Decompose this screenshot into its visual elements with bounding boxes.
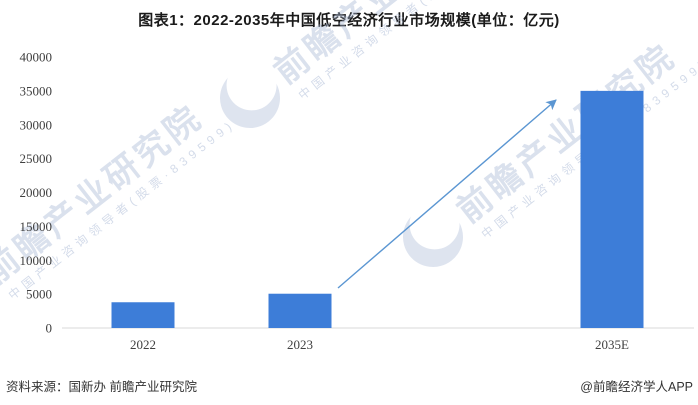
chart-title: 图表1：2022-2035年中国低空经济行业市场规模(单位：亿元)	[138, 12, 560, 29]
y-axis-tick-label: 40000	[20, 50, 53, 65]
y-axis-tick-label: 5000	[26, 287, 52, 302]
y-axis-tick-label: 30000	[20, 117, 53, 132]
watermark-logo-icon	[409, 199, 460, 250]
y-axis-tick-label: 25000	[20, 151, 53, 166]
x-axis-category-label: 2035E	[595, 337, 629, 352]
y-axis-tick-label: 20000	[20, 185, 53, 200]
data-source-note: 资料来源：国新办 前瞻产业研究院	[6, 380, 197, 394]
watermark-brand-text: 前瞻产业研究院	[267, 0, 501, 92]
bar-2023	[268, 293, 332, 328]
x-axis-category-label: 2022	[130, 337, 156, 352]
x-axis-category-label: 2023	[287, 337, 313, 352]
bar-2035E	[580, 90, 644, 328]
watermark-brand-text: 前瞻产业研究院	[450, 36, 684, 230]
y-axis-tick-label: 35000	[20, 83, 53, 98]
y-axis-tick-label: 10000	[20, 253, 53, 268]
watermark-logo-icon	[226, 60, 277, 111]
bar-2022	[111, 302, 175, 328]
y-axis-tick-label: 15000	[20, 219, 53, 234]
app-credit: @前瞻经济学人APP	[580, 380, 693, 394]
y-axis-tick-label: 0	[46, 321, 53, 336]
growth-arrow	[337, 99, 557, 289]
watermark-tagline-text: 中国产业咨询领导者(股票·839599)	[5, 116, 238, 303]
